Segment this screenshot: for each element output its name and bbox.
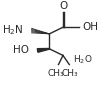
Text: $\mathsf{H_2O}$: $\mathsf{H_2O}$ <box>73 53 93 66</box>
Text: CH₃: CH₃ <box>62 69 79 78</box>
Text: $\mathsf{H_2N}$: $\mathsf{H_2N}$ <box>2 24 23 37</box>
Text: OH: OH <box>82 22 98 32</box>
Text: O: O <box>60 1 68 11</box>
Polygon shape <box>37 48 49 52</box>
Text: HO: HO <box>13 46 29 56</box>
Text: CH₃: CH₃ <box>47 69 64 78</box>
